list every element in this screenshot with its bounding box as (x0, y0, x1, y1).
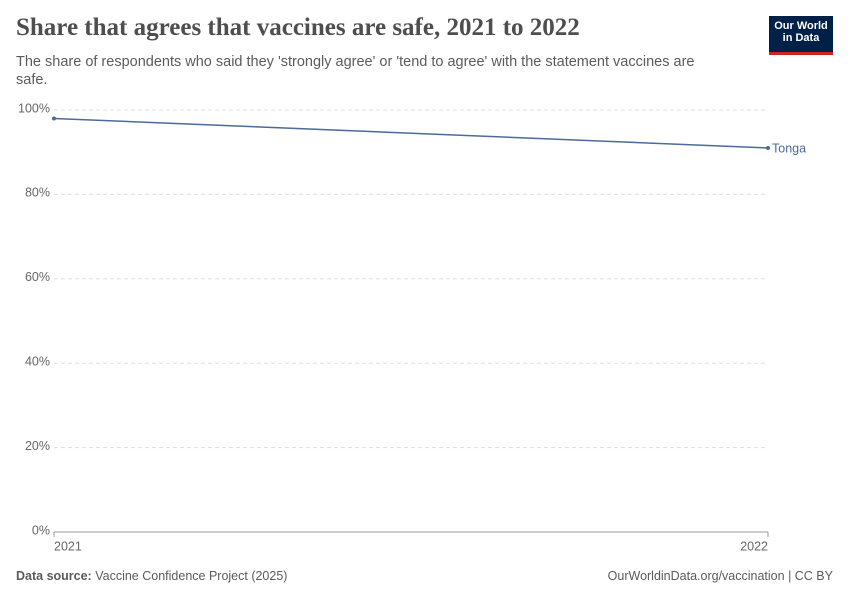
source-label: Data source: (16, 569, 92, 583)
point (52, 116, 56, 121)
y-tick-label: 20% (25, 439, 50, 453)
point (766, 145, 770, 150)
series-label: Tonga (772, 141, 806, 155)
source-text[interactable]: Vaccine Confidence Project (2025) (95, 569, 288, 583)
source: Data source: Vaccine Confidence Project … (16, 569, 287, 583)
logo-line: in Data (782, 32, 820, 44)
y-tick-label: 60% (25, 270, 50, 284)
logo[interactable]: Our World in Data (769, 16, 833, 55)
logo-line: Our World (774, 20, 828, 32)
credit[interactable]: OurWorldinData.org/vaccination | CC BY (607, 569, 833, 583)
y-tick-label: 40% (25, 354, 50, 368)
x-tick-label: 2022 (740, 539, 768, 553)
y-tick-label: 80% (25, 186, 50, 200)
y-tick-label: 0% (32, 523, 50, 537)
chart-subtitle: The share of respondents who said they '… (16, 54, 695, 88)
x-tick-label: 2021 (54, 539, 82, 553)
chart-title: Share that agrees that vaccines are safe… (16, 14, 580, 41)
series-line (53, 117, 769, 149)
y-tick-label: 100% (18, 101, 50, 115)
